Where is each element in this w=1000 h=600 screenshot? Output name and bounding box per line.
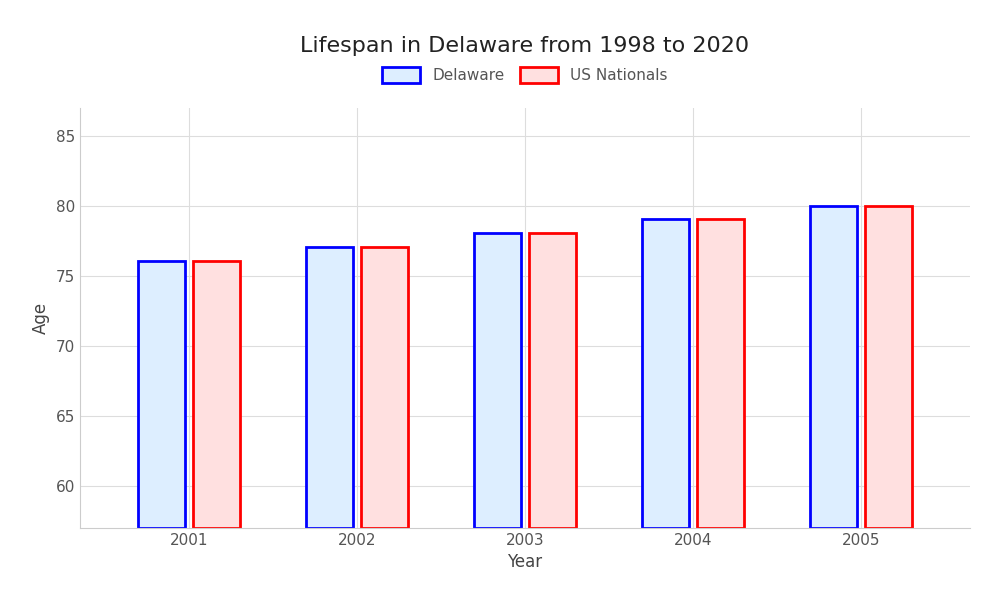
X-axis label: Year: Year — [507, 553, 543, 571]
Bar — [810, 206, 857, 528]
Bar — [697, 218, 744, 528]
Bar — [193, 260, 240, 528]
Bar — [642, 218, 689, 528]
Bar — [138, 260, 185, 528]
Bar — [529, 233, 576, 528]
Bar — [865, 206, 912, 528]
Legend: Delaware, US Nationals: Delaware, US Nationals — [376, 61, 674, 89]
Title: Lifespan in Delaware from 1998 to 2020: Lifespan in Delaware from 1998 to 2020 — [300, 37, 750, 56]
Bar — [361, 247, 408, 528]
Bar — [306, 247, 353, 528]
Y-axis label: Age: Age — [32, 302, 50, 334]
Bar — [474, 233, 521, 528]
